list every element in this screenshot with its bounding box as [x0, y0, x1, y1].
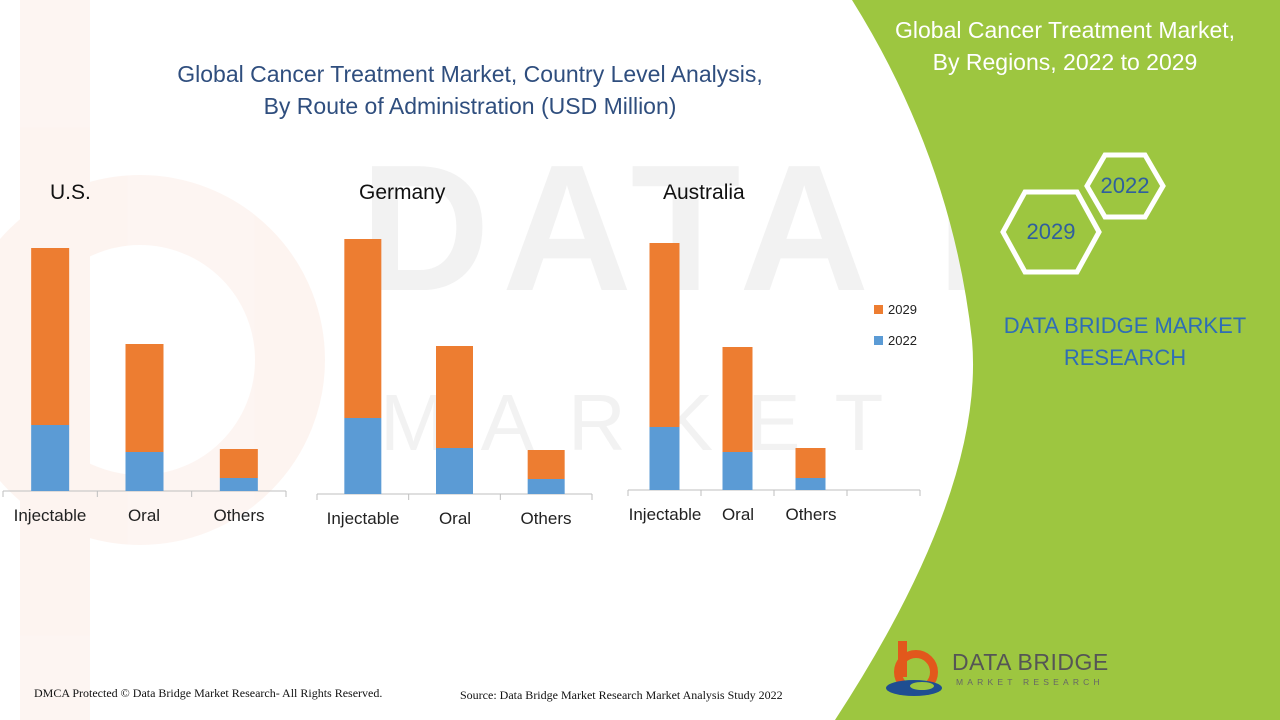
- chart-title-australia: Australia: [663, 181, 745, 204]
- category-label: Oral: [438, 509, 472, 528]
- footer-source: Source: Data Bridge Market Research Mark…: [460, 688, 783, 702]
- panel-title-line2: By Regions, 2022 to 2029: [932, 49, 1198, 75]
- footer-copyright: DMCA Protected © Data Bridge Market Rese…: [34, 686, 383, 700]
- brand-text: DATA BRIDGE MARKET RESEARCH: [980, 310, 1270, 374]
- brand-line1: DATA BRIDGE MARKET: [1003, 313, 1247, 338]
- legend-item-2029: 2029: [874, 294, 917, 325]
- legend-label-2022: 2022: [888, 333, 917, 348]
- bar-2029: [527, 450, 565, 479]
- logo-subtitle: MARKET RESEARCH: [956, 677, 1104, 687]
- category-label: Injectable: [13, 506, 87, 525]
- bar-2029: [722, 347, 753, 452]
- logo-mark-icon: [886, 641, 942, 696]
- legend-swatch-2022: [874, 336, 883, 345]
- brand-line2: RESEARCH: [1063, 345, 1187, 370]
- bar-2022: [649, 427, 680, 490]
- bar-2022: [795, 478, 826, 490]
- bar-2029: [795, 448, 826, 478]
- bar-2022: [436, 448, 473, 494]
- bar-2029: [31, 248, 70, 425]
- category-label: Others: [213, 506, 265, 525]
- bar-2022: [722, 452, 753, 490]
- bar-2029: [219, 449, 258, 478]
- legend-item-2022: 2022: [874, 325, 917, 356]
- bar-2022: [219, 478, 258, 491]
- hex-year-2022: 2022: [1100, 173, 1150, 198]
- main-title-line2: By Route of Administration (USD Million): [263, 93, 677, 119]
- panel-title: Global Cancer Treatment Market, By Regio…: [870, 14, 1260, 78]
- bar-2022: [125, 452, 164, 491]
- main-title-line1: Global Cancer Treatment Market, Country …: [177, 61, 763, 87]
- legend-swatch-2029: [874, 305, 883, 314]
- category-label: Others: [785, 505, 837, 524]
- category-label: Oral: [721, 505, 755, 524]
- bar-2022: [344, 418, 382, 494]
- chart-title-germany: Germany: [359, 181, 446, 204]
- bar-2022: [527, 479, 565, 494]
- logo-name: DATA BRIDGE: [952, 649, 1109, 675]
- hexagon-2029-icon: [1000, 189, 1102, 275]
- category-label: Injectable: [326, 509, 400, 528]
- chart-title-us: U.S.: [50, 181, 91, 204]
- bar-2029: [436, 346, 473, 448]
- hexagon-2022-icon: [1084, 152, 1166, 220]
- bar-2022: [31, 425, 70, 491]
- bar-2029: [125, 344, 164, 452]
- legend-label-2029: 2029: [888, 302, 917, 317]
- main-title: Global Cancer Treatment Market, Country …: [100, 58, 840, 122]
- category-label: Oral: [127, 506, 161, 525]
- chart-legend: 2029 2022: [874, 294, 917, 356]
- bar-2029: [649, 243, 680, 427]
- category-label: Others: [520, 509, 572, 528]
- category-label: Injectable: [628, 505, 702, 524]
- panel-title-line1: Global Cancer Treatment Market,: [894, 17, 1236, 43]
- hex-year-2029: 2029: [1026, 219, 1076, 244]
- green-panel: [835, 0, 1280, 720]
- bar-2029: [344, 239, 382, 418]
